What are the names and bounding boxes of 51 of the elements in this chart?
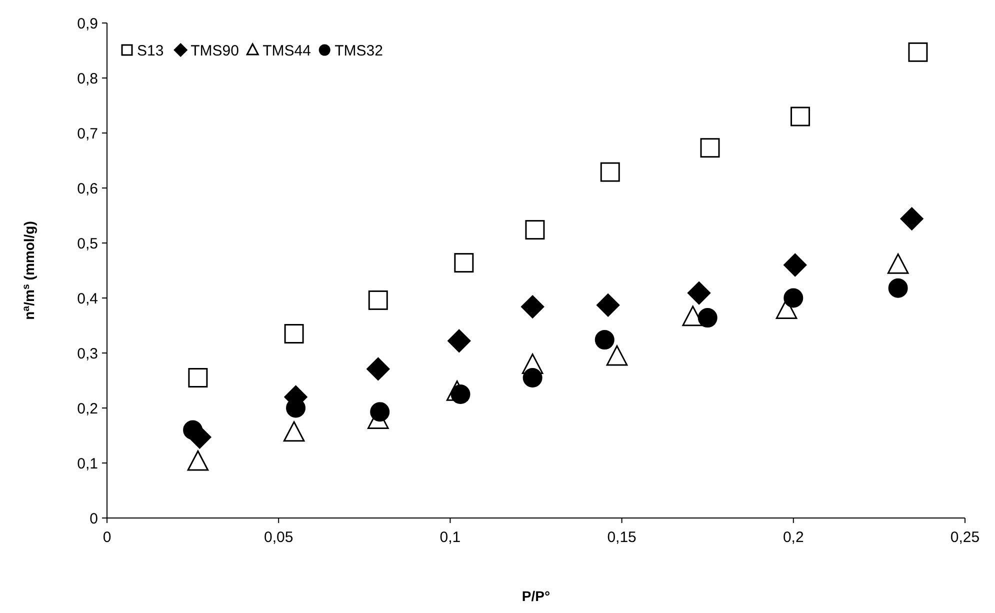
point	[908, 42, 928, 62]
point	[888, 278, 908, 298]
x-axis-title: P/P°	[522, 588, 550, 604]
point	[784, 253, 807, 277]
point	[784, 288, 804, 308]
point	[522, 368, 542, 388]
y-tick-label: 0,1	[77, 455, 98, 472]
point	[450, 384, 470, 404]
point	[521, 295, 544, 318]
x-tick-label: 0,2	[782, 529, 804, 546]
y-tick-label: 0,8	[77, 70, 98, 88]
x-tick-label: 0,1	[440, 529, 461, 546]
point	[183, 420, 203, 440]
x-tick-label: 0,05	[264, 529, 294, 546]
point	[594, 330, 614, 350]
point	[687, 282, 711, 305]
point	[283, 421, 305, 442]
x-tick-label: 0,15	[607, 529, 636, 546]
y-tick-label: 0	[90, 510, 98, 528]
x-tick-label: 0	[102, 529, 112, 546]
point	[187, 450, 209, 471]
point	[606, 345, 628, 366]
y-tick-label: 0,2	[77, 400, 98, 418]
point	[887, 253, 909, 274]
point	[366, 357, 390, 380]
point	[454, 253, 474, 273]
y-tick-label: 0,3	[77, 345, 98, 362]
y-tick-label: 0,7	[77, 125, 98, 142]
point	[448, 329, 471, 352]
x-tick-label: 0,25	[950, 529, 980, 546]
point	[525, 220, 545, 240]
y-tick-label: 0,9	[77, 15, 98, 32]
point	[284, 324, 304, 344]
point	[522, 354, 544, 374]
point	[368, 290, 388, 310]
point	[700, 138, 720, 158]
y-tick-label: 0,5	[77, 235, 98, 252]
y-tick-label: 0,4	[77, 290, 98, 308]
point	[698, 308, 718, 328]
point	[900, 207, 924, 230]
point	[682, 306, 704, 326]
point	[188, 368, 208, 388]
legend-label: TMS44	[262, 42, 311, 60]
y-tick-label: 0,6	[77, 180, 98, 198]
point	[596, 294, 620, 317]
legend-label: S13	[137, 42, 164, 60]
legend-label: TMS90	[190, 42, 239, 60]
point	[370, 402, 390, 422]
point	[600, 162, 620, 182]
legend-label: TMS32	[334, 42, 383, 60]
point	[790, 106, 810, 126]
